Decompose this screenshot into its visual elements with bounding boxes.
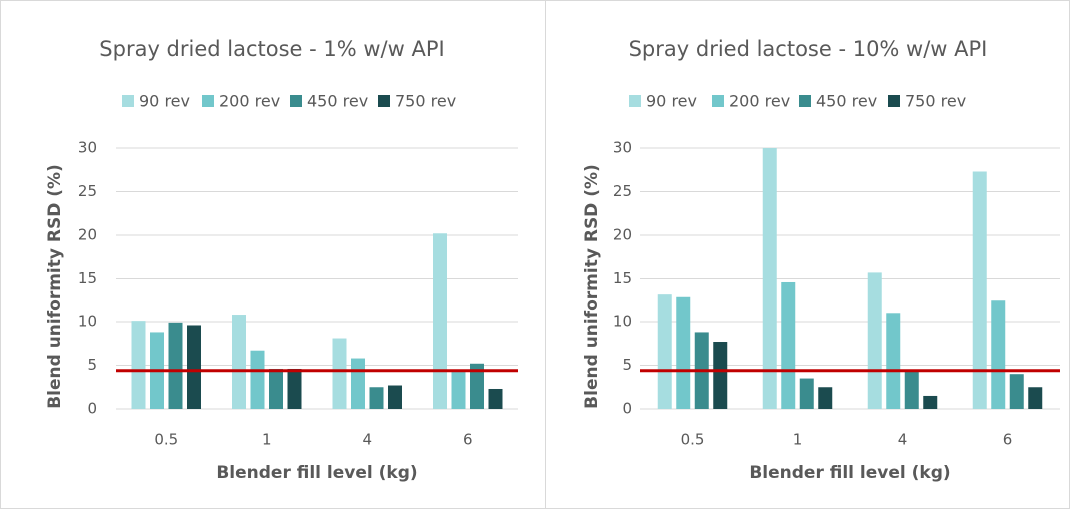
y-tick-label: 0 [622, 400, 632, 418]
y-tick-label: 0 [87, 400, 97, 418]
legend-label: 450 rev [816, 92, 877, 111]
x-tick-label: 6 [1003, 431, 1013, 449]
bar [886, 313, 901, 409]
y-tick-label: 10 [78, 313, 97, 331]
bar [470, 363, 484, 409]
legend-label: 450 rev [307, 92, 368, 111]
bar [488, 388, 503, 409]
bar [269, 368, 283, 409]
legend-label: 750 rev [395, 92, 456, 111]
bar [923, 395, 938, 409]
bar [799, 378, 814, 409]
x-tick-label: 1 [262, 431, 272, 449]
bar [232, 315, 246, 409]
y-tick-label: 10 [613, 313, 632, 331]
legend-label: 750 rev [905, 92, 966, 111]
bar [991, 300, 1006, 409]
x-tick-label: 0.5 [154, 431, 178, 449]
y-tick-label: 15 [613, 269, 632, 287]
y-axis-title: Blend uniformity RSD (%) [45, 164, 65, 409]
legend-label: 90 rev [646, 92, 697, 111]
bar [187, 325, 201, 409]
bar [332, 338, 347, 409]
legend-swatch [712, 95, 724, 107]
legend-label: 200 rev [729, 92, 790, 111]
y-axis-title: Blend uniformity RSD (%) [582, 164, 602, 409]
x-tick-label: 4 [898, 431, 908, 449]
bar [904, 369, 919, 409]
legend-label: 90 rev [139, 92, 190, 111]
y-tick-label: 5 [87, 356, 97, 374]
chart-title: Spray dried lactose - 1% w/w API [99, 37, 444, 61]
x-tick-label: 0.5 [681, 431, 705, 449]
legend-swatch [799, 95, 811, 107]
bar [1009, 374, 1024, 409]
bar [657, 294, 672, 409]
bar [388, 385, 402, 409]
legend-swatch [122, 95, 134, 107]
y-tick-label: 20 [78, 226, 97, 244]
y-tick-label: 20 [613, 226, 632, 244]
bar [433, 233, 447, 409]
bar [168, 322, 183, 409]
bar [781, 281, 796, 409]
y-tick-label: 5 [622, 356, 632, 374]
legend-swatch [378, 95, 390, 107]
chart-title: Spray dried lactose - 10% w/w API [629, 37, 988, 61]
bar [676, 296, 691, 409]
bar [131, 321, 146, 409]
bar [351, 358, 365, 409]
bar [451, 371, 466, 409]
y-tick-label: 25 [613, 182, 632, 200]
legend-swatch [629, 95, 641, 107]
bar [867, 272, 882, 409]
legend-swatch [290, 95, 302, 107]
bar [818, 387, 833, 409]
bar [250, 350, 265, 409]
bar [972, 171, 987, 409]
y-tick-label: 30 [613, 139, 632, 157]
bar [287, 368, 302, 409]
y-tick-label: 15 [78, 269, 97, 287]
y-tick-label: 25 [78, 182, 97, 200]
bar [762, 148, 777, 409]
x-tick-label: 4 [362, 431, 372, 449]
bar [1028, 387, 1043, 409]
x-tick-label: 6 [463, 431, 473, 449]
x-axis-title: Blender fill level (kg) [216, 463, 417, 483]
legend-swatch [888, 95, 900, 107]
bar [713, 342, 728, 409]
legend-swatch [202, 95, 214, 107]
legend-label: 200 rev [219, 92, 280, 111]
y-tick-label: 30 [78, 139, 97, 157]
x-tick-label: 1 [793, 431, 803, 449]
x-axis-title: Blender fill level (kg) [749, 463, 950, 483]
bar [369, 387, 384, 409]
